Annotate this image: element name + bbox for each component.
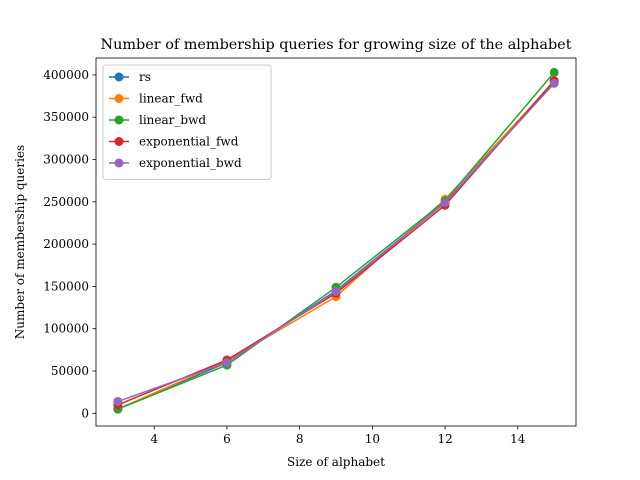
x-tick-label: 8 xyxy=(296,432,304,446)
x-tick-label: 10 xyxy=(365,432,380,446)
x-tick-label: 6 xyxy=(223,432,231,446)
series-exponential_bwd xyxy=(113,78,559,406)
legend-label: linear_bwd xyxy=(139,113,206,127)
legend-item-exponential_bwd: exponential_bwd xyxy=(109,156,242,170)
x-tick-label: 4 xyxy=(150,432,158,446)
legend-marker xyxy=(114,94,124,103)
legend-label: exponential_fwd xyxy=(139,135,239,149)
legend-label: rs xyxy=(139,70,151,84)
legend-label: linear_fwd xyxy=(139,92,203,106)
y-tick-label: 100000 xyxy=(43,322,89,336)
x-tick-label: 14 xyxy=(510,432,526,446)
data-point xyxy=(549,78,559,88)
x-tick-label: 12 xyxy=(437,432,452,446)
y-axis-label: Number of membership queries xyxy=(13,145,27,339)
y-tick-label: 200000 xyxy=(43,237,89,251)
legend-item-exponential_fwd: exponential_fwd xyxy=(109,135,239,149)
y-tick-label: 350000 xyxy=(43,110,89,124)
y-tick-label: 50000 xyxy=(51,364,89,378)
data-point xyxy=(222,358,232,368)
axis-ticks: 4 6 8 10 12 14 0 50000 100000 150000 200000 250000 3… xyxy=(43,68,526,446)
legend: rs linear_fwd linear_bwd exponential_fwdexp… xyxy=(102,64,272,180)
legend-marker xyxy=(114,72,124,82)
legend-marker xyxy=(114,158,124,168)
y-tick-label: 0 xyxy=(81,406,89,420)
y-tick-label: 150000 xyxy=(43,279,89,293)
legend-item-linear_bwd: linear_bwd xyxy=(109,113,206,127)
chart-title: Number of membership queries for growing… xyxy=(101,37,572,53)
plot-series xyxy=(113,67,559,414)
data-point xyxy=(549,67,559,77)
plot-frame xyxy=(95,57,577,427)
data-point xyxy=(113,396,123,406)
legend-item-rs: rs xyxy=(109,70,151,84)
y-tick-label: 400000 xyxy=(43,68,89,82)
legend-box xyxy=(102,64,272,180)
y-tick-label: 300000 xyxy=(43,153,89,167)
data-point xyxy=(440,198,450,208)
legend-marker xyxy=(114,137,124,146)
x-axis-label: Size of alphabet xyxy=(287,455,385,469)
legend-label: exponential_bwd xyxy=(139,156,242,170)
legend-item-linear_fwd: linear_fwd xyxy=(109,92,203,106)
data-point xyxy=(331,286,341,296)
y-tick-label: 250000 xyxy=(43,195,89,209)
legend-marker xyxy=(114,115,124,125)
